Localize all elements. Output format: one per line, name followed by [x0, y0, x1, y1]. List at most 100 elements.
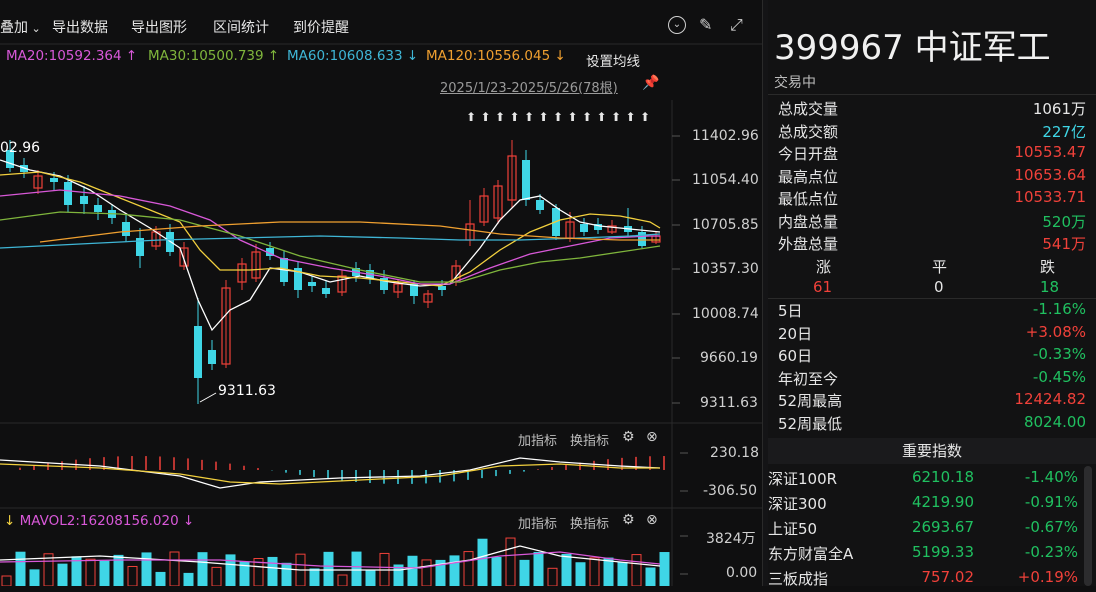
index-row[interactable]: 上证50 2693.67 -0.67%: [768, 518, 1086, 542]
volume-bar: [155, 571, 166, 586]
low-marker-arrow: [199, 392, 217, 403]
index-change: -1.40%: [1024, 468, 1078, 486]
candle-body: [337, 275, 347, 293]
candle-body: [94, 205, 102, 212]
overlay-dropdown[interactable]: 叠加 ⌄: [0, 17, 41, 37]
candle-body: [179, 247, 189, 267]
performance-row: 年初至今 -0.45%: [778, 368, 1086, 390]
export-chart-button[interactable]: 导出图形: [131, 20, 187, 36]
quote-row: 外盘总量 541万: [778, 233, 1086, 255]
collapse-circle-icon[interactable]: ⌄: [668, 16, 686, 34]
candle-body: [237, 263, 247, 283]
pin-icon[interactable]: 📌: [642, 75, 660, 91]
index-name: 深证100R: [768, 470, 838, 488]
performance-label: 5日: [778, 302, 803, 320]
ma60-value: MA60:10608.633 ↓: [287, 48, 419, 64]
candle-body: [122, 222, 130, 236]
volume-bar: [183, 572, 194, 586]
volume-bar: [659, 552, 670, 586]
ma10-line: [0, 171, 661, 287]
candle-body: [493, 185, 503, 219]
mavol2-value: ↓ MAVOL2:16208156.020 ↓: [4, 513, 195, 529]
candle-body: [64, 182, 72, 205]
candle-body: [221, 287, 231, 365]
quote-row: 最高点位 10653.64: [778, 166, 1086, 188]
performance-value: -1.16%: [1032, 300, 1086, 318]
candle-body: [479, 195, 489, 223]
mavol1-line: [0, 545, 661, 571]
quote-row: 总成交量 1061万: [778, 98, 1086, 120]
index-row[interactable]: 三板成指 757.02 +0.19%: [768, 568, 1086, 592]
quote-row-label: 内盘总量: [778, 212, 839, 231]
date-range-label[interactable]: 2025/1/23-2025/5/26(78根): [440, 81, 618, 96]
volume-bar: [225, 554, 236, 586]
quote-row-label: 最低点位: [778, 190, 839, 208]
performance-row: 5日 -1.16%: [778, 300, 1086, 322]
macd-close-icon[interactable]: ⊗: [646, 429, 658, 445]
price-axis-label: 10705.85: [692, 217, 759, 233]
down-count: 18: [1040, 278, 1060, 296]
candle-body: [380, 278, 388, 290]
volume-bar: [477, 538, 488, 586]
volume-bar: [575, 562, 586, 586]
macd-add-indicator-button[interactable]: 加指标: [518, 434, 558, 449]
candle-body: [607, 225, 617, 233]
performance-label: 52周最高: [778, 392, 843, 410]
quote-row-label: 总成交量: [778, 100, 839, 118]
volume-bar: [309, 568, 320, 586]
interval-stats-button[interactable]: 区间统计: [213, 20, 269, 36]
performance-label: 60日: [778, 347, 813, 365]
up-label: 涨: [816, 258, 832, 276]
performance-row: 52周最低 8024.00: [778, 413, 1086, 435]
macd-dif-line: [0, 457, 661, 489]
vol-add-indicator-button[interactable]: 加指标: [518, 517, 558, 532]
macd-switch-indicator-button[interactable]: 换指标: [570, 434, 610, 449]
volume-bar: [127, 565, 138, 586]
volume-bar: [463, 551, 474, 586]
fullscreen-icon[interactable]: ⤢: [730, 15, 743, 34]
candle-body: [136, 238, 144, 256]
price-alert-button[interactable]: 到价提醒: [293, 20, 349, 36]
candle-body: [50, 178, 58, 182]
indices-scrollbar[interactable]: [1084, 466, 1092, 586]
quote-row-label: 今日开盘: [778, 145, 839, 163]
quote-row-value: 10653.64: [1014, 165, 1086, 184]
index-name: 东方财富全A: [768, 545, 854, 563]
ma30-line: [0, 211, 661, 283]
quote-row-label: 最高点位: [778, 167, 839, 186]
panel-divider[interactable]: [762, 0, 769, 586]
vol-close-icon[interactable]: ⊗: [646, 512, 658, 528]
security-title: 399967 中证军工: [774, 28, 1051, 68]
brush-icon[interactable]: ✎: [699, 15, 713, 34]
volume-bar: [113, 554, 124, 586]
quote-row-value: 1061万: [1032, 100, 1086, 118]
volume-bar: [141, 552, 152, 586]
limit-up-arrow: ⬆: [611, 110, 621, 124]
ma20-value: MA20:10592.364 ↑: [6, 48, 138, 64]
macd-axis-top: 230.18: [710, 445, 759, 461]
index-price: 2693.67: [911, 518, 974, 536]
index-row[interactable]: 深证300 4219.90 -0.91%: [768, 493, 1086, 517]
vol-axis-bottom: 0.00: [726, 565, 758, 581]
divider: [768, 94, 1096, 95]
candle-body: [393, 283, 403, 293]
volume-bar: [589, 557, 600, 586]
quote-row-label: 外盘总量: [778, 235, 839, 253]
index-row[interactable]: 深证100R 6210.18 -1.40%: [768, 468, 1086, 492]
quote-row-value: 10553.47: [1014, 143, 1086, 161]
volume-bar: [617, 561, 628, 586]
export-data-button[interactable]: 导出数据: [52, 20, 108, 36]
macd-gear-icon[interactable]: ⚙: [622, 429, 635, 445]
limit-up-arrow: ⬆: [495, 110, 505, 124]
down-label: 跌: [1040, 258, 1056, 276]
volume-bar: [1, 575, 12, 586]
candle-body: [80, 196, 88, 204]
limit-up-arrow: ⬆: [539, 110, 549, 124]
divider: [768, 298, 1096, 299]
volume-bar: [253, 558, 264, 586]
kline-chart[interactable]: ⬆ ⬆ ⬆ ⬆ ⬆ ⬆ ⬆ ⬆ ⬆ ⬆ ⬆ ⬆ ⬆: [0, 0, 762, 586]
candle-body: [208, 350, 216, 364]
vol-switch-indicator-button[interactable]: 换指标: [570, 517, 610, 532]
vol-gear-icon[interactable]: ⚙: [622, 512, 635, 528]
index-row[interactable]: 东方财富全A 5199.33 -0.23%: [768, 543, 1086, 567]
